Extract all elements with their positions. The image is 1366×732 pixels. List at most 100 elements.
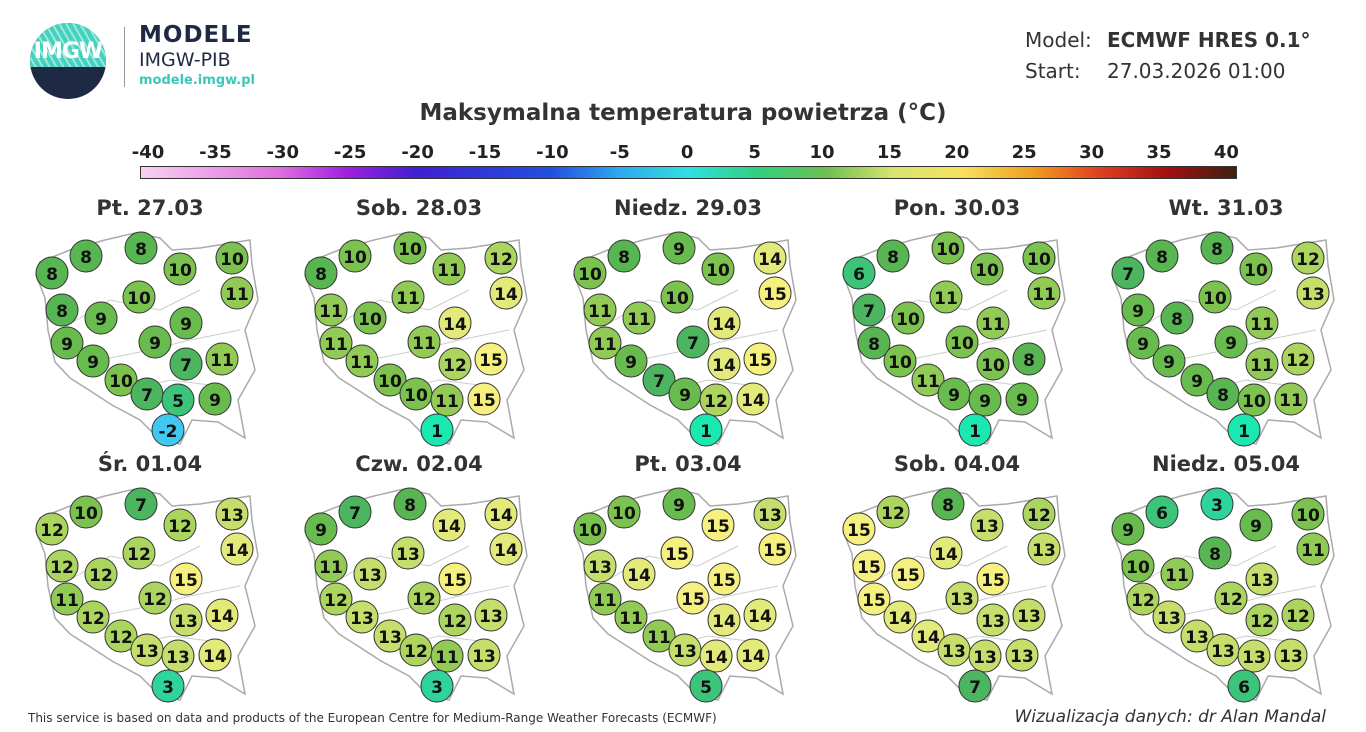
- temperature-marker: [1152, 600, 1186, 634]
- temperature-value: 8: [1171, 310, 1183, 330]
- temperature-marker: [614, 344, 648, 378]
- temperature-marker: [407, 325, 441, 359]
- temperature-value: 8: [135, 240, 147, 260]
- temperature-marker: [220, 532, 254, 566]
- temperature-value: 10: [378, 372, 402, 392]
- temperature-marker: [676, 325, 710, 359]
- temperature-value: 9: [209, 391, 221, 411]
- temperature-marker: [169, 562, 203, 596]
- temperature-value: 10: [888, 353, 912, 373]
- temperature-marker: [852, 549, 886, 583]
- temperature-value: 15: [681, 590, 705, 610]
- temperature-value: 11: [396, 289, 420, 309]
- temperature-marker: [1022, 497, 1056, 531]
- temperature-marker: [1281, 598, 1315, 632]
- temperature-value: 9: [315, 521, 327, 541]
- temperature-value: 12: [81, 609, 105, 629]
- temperature-value: 10: [109, 372, 133, 392]
- temperature-marker: [1180, 619, 1214, 653]
- temperature-marker: [69, 495, 103, 529]
- temperature-marker: [1245, 306, 1279, 340]
- temperature-value: 15: [174, 571, 198, 591]
- temperature-value: 15: [706, 517, 730, 537]
- temperature-marker: [1200, 231, 1234, 265]
- temperature-marker: [169, 347, 203, 381]
- temperature-value: 11: [1279, 391, 1303, 411]
- temperature-value: 13: [942, 642, 966, 662]
- temperature-value: 8: [1209, 545, 1221, 565]
- temperature-marker: [911, 619, 945, 653]
- temperature-value: 6: [1238, 678, 1250, 698]
- start-value: 27.03.2026 01:00: [1107, 59, 1286, 83]
- temperature-value: 12: [1286, 607, 1310, 627]
- temperature-value: 9: [1122, 521, 1134, 541]
- temperature-marker: [911, 363, 945, 397]
- temperature-value: 15: [857, 558, 881, 578]
- temperature-marker: [736, 638, 770, 672]
- temperature-value: 9: [673, 496, 685, 516]
- temperature-value: 7: [653, 372, 665, 392]
- temperature-value: 9: [948, 386, 960, 406]
- temperature-value: 15: [981, 571, 1005, 591]
- day-title: Niedz. 29.03: [614, 196, 762, 220]
- temperature-value: 14: [443, 315, 467, 335]
- temperature-value: 6: [1156, 504, 1168, 524]
- temperature-marker: [373, 619, 407, 653]
- temperature-marker: [319, 582, 353, 616]
- temperature-value: 14: [225, 541, 249, 561]
- temperature-value: 13: [1301, 285, 1325, 305]
- temperature-marker: [76, 600, 110, 634]
- temperature-value: 9: [180, 315, 192, 335]
- temperature-value: 13: [472, 647, 496, 667]
- temperature-value: 10: [578, 265, 602, 285]
- day-title: Sob. 04.04: [893, 452, 1021, 476]
- temperature-value: 9: [1016, 391, 1028, 411]
- temperature-value: 9: [95, 310, 107, 330]
- temperature-value: 5: [172, 392, 184, 412]
- temperature-value: 11: [1250, 315, 1274, 335]
- temperature-marker: [945, 325, 979, 359]
- temperature-value: 10: [665, 289, 689, 309]
- temperature-value: 11: [210, 351, 234, 371]
- temperature-marker: [420, 413, 454, 447]
- temperature-marker: [438, 603, 472, 637]
- temperature-marker: [407, 581, 441, 615]
- temperature-value: 14: [712, 612, 736, 632]
- temperature-value: 11: [412, 334, 436, 354]
- temperature-marker: [707, 603, 741, 637]
- temperature-value: 11: [588, 302, 612, 322]
- temperature-value: 8: [56, 302, 68, 322]
- temperature-marker: [642, 619, 676, 653]
- temperature-value: 11: [1250, 356, 1274, 376]
- day-title: Sob. 28.03: [355, 196, 483, 220]
- temperature-marker: [588, 582, 622, 616]
- temperature-value: 7: [349, 504, 361, 524]
- temperature-marker: [467, 638, 501, 672]
- day-title: Śr. 01.04: [97, 452, 203, 476]
- temperature-marker: [338, 495, 372, 529]
- temperature-marker: [852, 293, 886, 327]
- temperature-value: 12: [1286, 351, 1310, 371]
- brand-url[interactable]: modele.imgw.pl: [139, 73, 255, 88]
- temperature-marker: [35, 512, 69, 546]
- temperature-marker: [1296, 276, 1330, 310]
- temperature-marker: [314, 293, 348, 327]
- temperature-value: 10: [578, 521, 602, 541]
- temperature-marker: [660, 280, 694, 314]
- temperature-value: 10: [1126, 558, 1150, 578]
- temperature-marker: [432, 252, 466, 286]
- temperature-marker: [857, 582, 891, 616]
- temperature-value: 15: [472, 391, 496, 411]
- temperature-marker: [124, 231, 158, 265]
- temperature-value: 10: [1027, 250, 1051, 270]
- temperature-value: 14: [748, 607, 772, 627]
- temperature-value: 9: [1163, 353, 1175, 373]
- temperature-value: 10: [975, 261, 999, 281]
- temperature-marker: [622, 557, 656, 591]
- temperature-value: 8: [868, 335, 880, 355]
- temperature-marker: [169, 306, 203, 340]
- temperature-marker: [1126, 582, 1160, 616]
- temperature-value: 9: [61, 335, 73, 355]
- temperature-value: 10: [168, 261, 192, 281]
